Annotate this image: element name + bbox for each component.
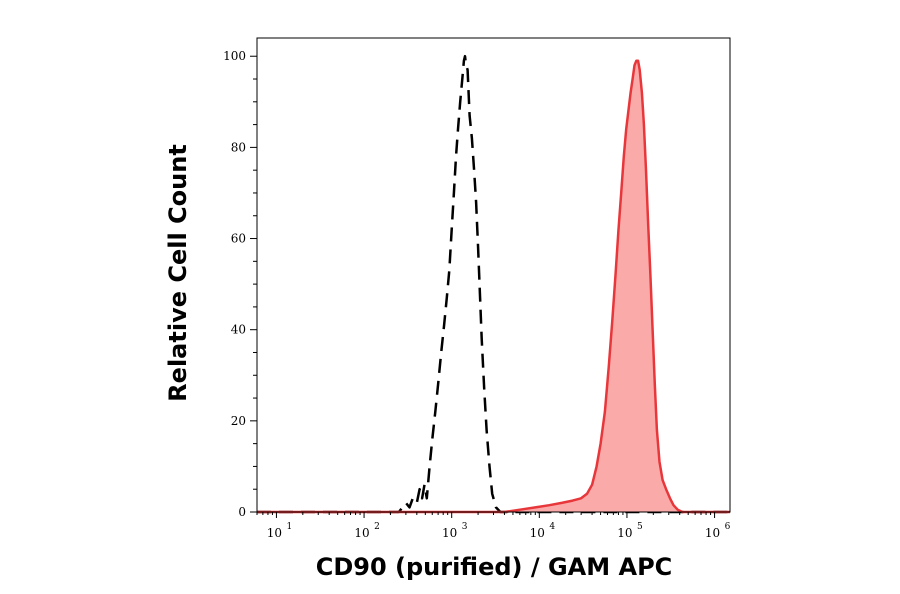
y-tick-label-20: 20 [231, 414, 246, 428]
x-tick-label-1e6: 10 [705, 526, 720, 540]
y-axis: 0 20 40 60 80 100 [223, 49, 257, 519]
x-axis: 10 1 10 2 10 3 10 4 10 5 10 6 [256, 512, 731, 540]
x-tick-exponent-6: 6 [725, 522, 731, 532]
x-tick-label-1e5: 10 [617, 526, 632, 540]
y-tick-label-40: 40 [231, 323, 246, 337]
x-tick-label-1e3: 10 [442, 526, 457, 540]
x-axis-title: CD90 (purified) / GAM APC [316, 553, 673, 581]
x-tick-exponent-5: 5 [637, 522, 643, 532]
x-tick-label-1e2: 10 [354, 526, 369, 540]
x-tick-label-1e1: 10 [267, 526, 282, 540]
plot-area [257, 54, 730, 514]
x-tick-exponent-3: 3 [462, 522, 468, 532]
y-tick-label-0: 0 [238, 505, 246, 519]
y-tick-label-60: 60 [231, 232, 246, 246]
x-tick-exponent-2: 2 [374, 522, 380, 532]
series-0-line [257, 54, 730, 514]
x-tick-exponent-4: 4 [549, 522, 555, 532]
y-tick-label-100: 100 [223, 49, 246, 63]
y-tick-label-80: 80 [231, 140, 246, 154]
plot-frame [256, 37, 731, 513]
series-1-line [257, 59, 730, 514]
x-tick-label-1e4: 10 [530, 526, 545, 540]
series-1-area [257, 60, 730, 513]
x-tick-exponent-1: 1 [286, 522, 292, 532]
y-axis-title: Relative Cell Count [164, 144, 192, 402]
